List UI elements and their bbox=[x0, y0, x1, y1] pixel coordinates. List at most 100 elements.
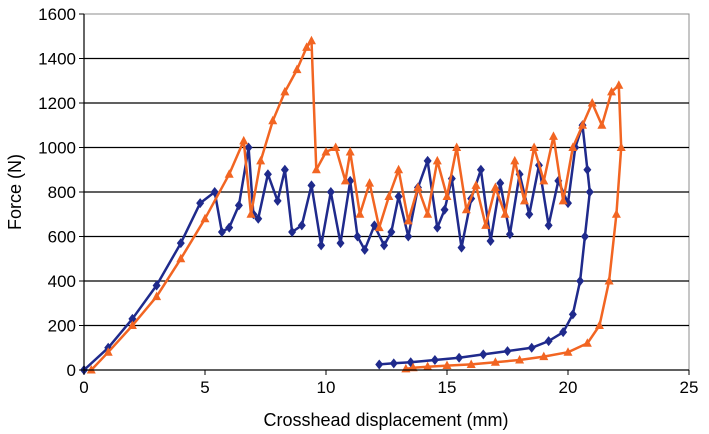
data-point bbox=[225, 222, 234, 233]
data-point bbox=[280, 164, 289, 175]
data-point bbox=[326, 187, 335, 197]
gridlines bbox=[84, 57, 689, 327]
data-point bbox=[384, 191, 394, 200]
data-point bbox=[568, 309, 577, 320]
data-point bbox=[360, 244, 369, 255]
data-point bbox=[321, 146, 331, 156]
data-point bbox=[176, 253, 186, 263]
data-point bbox=[471, 180, 481, 189]
data-point bbox=[578, 120, 588, 129]
data-point bbox=[423, 209, 433, 218]
data-point bbox=[292, 64, 302, 74]
y-tick-label: 800 bbox=[48, 183, 76, 202]
data-point bbox=[306, 35, 316, 45]
data-point bbox=[404, 231, 413, 242]
data-point bbox=[452, 142, 462, 151]
data-point bbox=[196, 198, 205, 209]
data-point bbox=[479, 349, 488, 360]
data-point bbox=[246, 209, 256, 218]
x-axis-title: Crosshead displacement (mm) bbox=[263, 410, 508, 430]
data-point bbox=[563, 347, 573, 356]
data-point bbox=[273, 195, 282, 206]
data-point bbox=[152, 280, 161, 291]
data-point bbox=[604, 276, 614, 285]
data-point bbox=[317, 240, 326, 251]
data-point bbox=[607, 86, 617, 96]
x-tick-label: 15 bbox=[438, 378, 457, 397]
data-point bbox=[423, 361, 433, 371]
data-point bbox=[302, 42, 312, 51]
data-point bbox=[340, 175, 350, 185]
x-tick-label: 5 bbox=[200, 378, 209, 397]
data-point bbox=[481, 220, 491, 229]
data-point bbox=[527, 342, 536, 353]
data-point bbox=[288, 227, 297, 238]
data-point bbox=[544, 336, 553, 347]
data-point bbox=[510, 155, 520, 165]
data-point bbox=[268, 115, 278, 125]
data-point bbox=[370, 220, 379, 231]
data-point bbox=[311, 164, 321, 174]
data-point bbox=[558, 195, 568, 205]
data-point bbox=[486, 235, 495, 246]
data-point bbox=[597, 120, 607, 129]
x-tick-label: 25 bbox=[680, 378, 699, 397]
data-point bbox=[200, 213, 210, 223]
data-point bbox=[432, 155, 442, 165]
data-point bbox=[176, 238, 185, 249]
x-tick-label: 10 bbox=[317, 378, 336, 397]
data-point bbox=[380, 240, 389, 251]
data-point bbox=[331, 142, 341, 151]
y-tick-label: 400 bbox=[48, 272, 76, 291]
data-point bbox=[433, 222, 442, 233]
data-point bbox=[365, 178, 375, 187]
data-point bbox=[389, 358, 398, 369]
y-tick-label: 600 bbox=[48, 228, 76, 247]
data-point bbox=[461, 204, 471, 214]
data-point bbox=[254, 213, 263, 224]
data-point bbox=[375, 359, 384, 370]
data-point bbox=[353, 231, 362, 242]
data-point bbox=[355, 209, 365, 218]
data-point bbox=[413, 182, 423, 192]
data-point bbox=[587, 98, 597, 107]
data-point bbox=[263, 169, 272, 180]
data-point bbox=[307, 180, 316, 191]
data-point bbox=[86, 365, 96, 374]
data-point bbox=[476, 164, 485, 175]
data-point bbox=[394, 164, 404, 174]
data-point bbox=[256, 155, 266, 165]
data-point bbox=[234, 200, 243, 211]
data-point bbox=[440, 204, 449, 215]
data-point bbox=[224, 169, 234, 178]
data-point bbox=[585, 187, 594, 197]
y-tick-label: 1000 bbox=[38, 139, 76, 158]
data-point bbox=[442, 360, 452, 370]
data-point bbox=[576, 276, 585, 286]
data-point bbox=[387, 227, 396, 238]
data-point bbox=[280, 86, 290, 96]
data-point bbox=[611, 209, 621, 218]
data-point bbox=[127, 320, 137, 329]
data-point bbox=[614, 80, 624, 89]
data-point bbox=[210, 187, 219, 197]
data-point bbox=[503, 346, 512, 357]
data-point bbox=[544, 220, 553, 231]
y-tick-label: 1400 bbox=[38, 50, 76, 69]
data-point bbox=[239, 135, 249, 145]
y-tick-label: 200 bbox=[48, 317, 76, 336]
data-point bbox=[490, 357, 500, 366]
data-point bbox=[568, 142, 578, 151]
data-point bbox=[374, 222, 384, 232]
data-point bbox=[529, 142, 539, 151]
data-point bbox=[539, 175, 549, 185]
data-point bbox=[423, 155, 432, 166]
data-point bbox=[583, 164, 592, 175]
data-point bbox=[455, 352, 464, 363]
data-point bbox=[345, 146, 355, 156]
data-point bbox=[403, 215, 413, 225]
data-point bbox=[525, 209, 534, 220]
data-point bbox=[519, 195, 529, 205]
data-point bbox=[103, 347, 113, 356]
